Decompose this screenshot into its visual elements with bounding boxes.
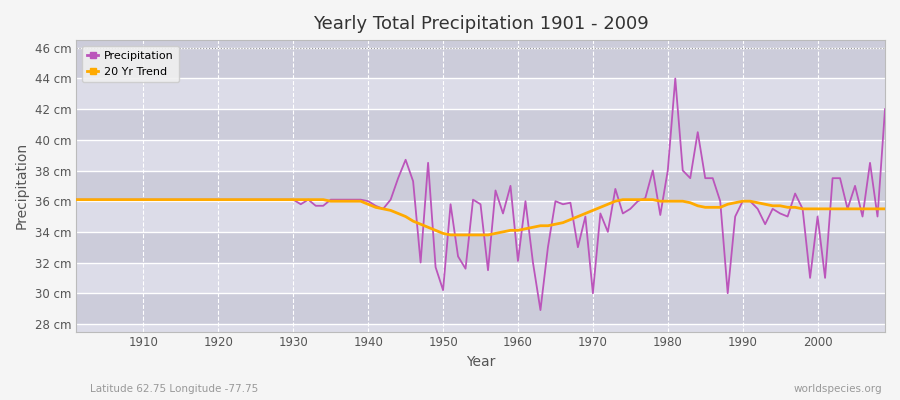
Text: Latitude 62.75 Longitude -77.75: Latitude 62.75 Longitude -77.75 [90, 384, 258, 394]
Bar [76, 324, 885, 332]
Bar [76, 78, 885, 109]
Bar [76, 40, 885, 48]
Legend: Precipitation, 20 Yr Trend: Precipitation, 20 Yr Trend [82, 46, 179, 82]
X-axis label: Year: Year [466, 355, 495, 369]
Title: Yearly Total Precipitation 1901 - 2009: Yearly Total Precipitation 1901 - 2009 [312, 15, 648, 33]
Bar [76, 109, 885, 140]
Bar [76, 48, 885, 78]
Bar [76, 293, 885, 324]
Bar [76, 262, 885, 293]
Bar [76, 232, 885, 262]
Bar [76, 170, 885, 201]
Bar [76, 140, 885, 170]
Text: worldspecies.org: worldspecies.org [794, 384, 882, 394]
Y-axis label: Precipitation: Precipitation [15, 142, 29, 230]
Bar [76, 201, 885, 232]
